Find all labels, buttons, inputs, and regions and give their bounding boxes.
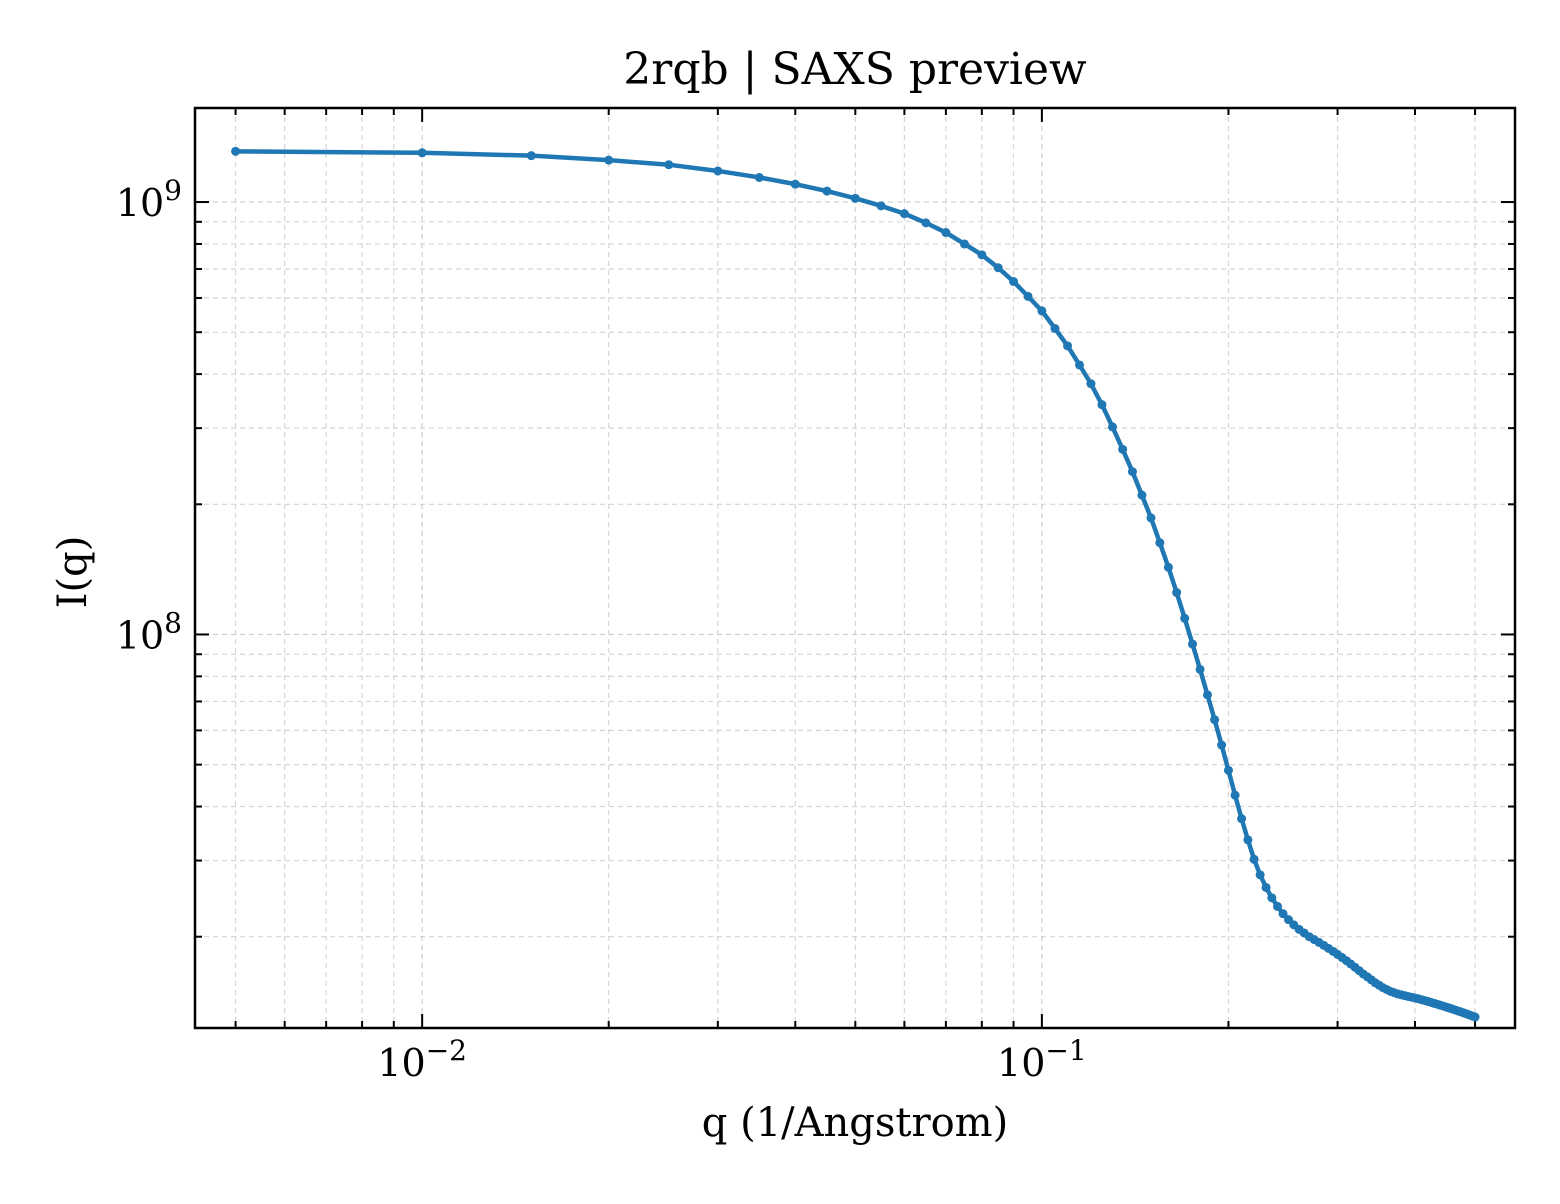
x-tick-label: 10−1 bbox=[997, 1034, 1087, 1085]
data-point bbox=[1249, 854, 1259, 864]
tick-labels: 10−2 10−1 108 109 bbox=[116, 174, 1087, 1085]
data-point bbox=[1086, 379, 1096, 389]
y-axis-label: I(q) bbox=[50, 536, 96, 609]
data-point bbox=[526, 151, 536, 161]
data-point bbox=[713, 166, 723, 176]
data-point bbox=[664, 160, 674, 170]
data-point bbox=[1223, 765, 1233, 775]
data-point bbox=[1267, 893, 1277, 903]
data-point bbox=[1097, 400, 1107, 410]
data-point bbox=[1009, 277, 1019, 286]
plot-frame bbox=[193, 106, 1517, 1030]
data-point bbox=[1255, 870, 1265, 880]
data-point bbox=[1146, 513, 1156, 523]
data-point bbox=[1037, 306, 1047, 316]
grid-lines bbox=[195, 108, 1515, 1028]
data-point bbox=[1230, 790, 1240, 800]
series-layer bbox=[231, 146, 1480, 1022]
data-point bbox=[1278, 909, 1288, 919]
data-point bbox=[959, 239, 969, 249]
data-point bbox=[850, 193, 860, 203]
data-point bbox=[899, 209, 909, 219]
data-point bbox=[1195, 664, 1205, 674]
data-point bbox=[1237, 814, 1247, 824]
x-axis-label: q (1/Angstrom) bbox=[702, 1100, 1008, 1146]
data-point bbox=[1188, 639, 1197, 649]
data-point bbox=[1137, 490, 1147, 500]
data-point bbox=[1210, 715, 1220, 725]
data-point bbox=[231, 146, 241, 156]
data-point bbox=[1107, 422, 1117, 432]
data-point bbox=[1127, 467, 1137, 477]
data-point bbox=[1243, 835, 1253, 845]
data-point bbox=[1273, 901, 1283, 911]
data-point bbox=[1180, 613, 1190, 623]
data-point bbox=[1155, 538, 1165, 548]
data-point bbox=[993, 263, 1003, 273]
data-point bbox=[921, 218, 931, 228]
data-point bbox=[1075, 360, 1084, 370]
data-point bbox=[1118, 444, 1128, 454]
data-point bbox=[1063, 341, 1073, 351]
y-tick-label: 108 bbox=[116, 606, 182, 657]
data-point bbox=[1163, 562, 1173, 572]
data-point bbox=[1172, 588, 1182, 598]
chart-title: 2rqb | SAXS preview bbox=[623, 44, 1087, 95]
data-point bbox=[417, 148, 427, 158]
data-point bbox=[1202, 690, 1212, 700]
data-point bbox=[1470, 1012, 1480, 1022]
data-point bbox=[790, 179, 800, 189]
data-point bbox=[1261, 882, 1271, 892]
data-point bbox=[1050, 324, 1060, 333]
data-point bbox=[822, 186, 832, 196]
data-point bbox=[1023, 291, 1033, 301]
data-point bbox=[876, 201, 886, 211]
data-point bbox=[604, 155, 614, 165]
y-tick-label: 109 bbox=[116, 174, 182, 225]
data-point bbox=[941, 228, 951, 238]
data-point bbox=[754, 172, 764, 182]
data-point bbox=[977, 250, 987, 260]
data-point bbox=[1217, 740, 1227, 750]
x-tick-label: 10−2 bbox=[377, 1034, 467, 1085]
